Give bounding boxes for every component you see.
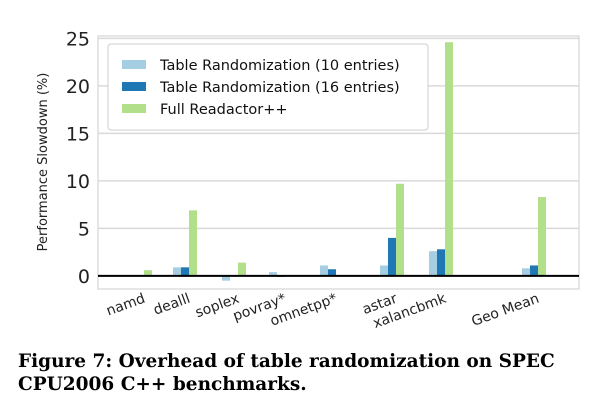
legend: Table Randomization (10 entries) Table Ra…: [107, 43, 429, 131]
y-tick-label: 5: [78, 218, 90, 240]
bar-geo-mean-s3: [538, 197, 546, 276]
bar-xalancbmk-s2: [437, 249, 445, 276]
bar-dealll-s1: [173, 267, 181, 276]
legend-label: Table Randomization (16 entries): [159, 80, 400, 96]
bar-geo-mean-s1: [522, 268, 530, 276]
y-tick-label: 0: [78, 266, 90, 288]
legend-swatch: [122, 82, 146, 91]
figure-caption: Figure 7: Overhead of table randomizatio…: [18, 350, 608, 396]
y-tick-label: 15: [66, 123, 90, 145]
bar-xalancbmk-s3: [445, 42, 453, 276]
bars: [144, 42, 546, 281]
caption-line-1: Figure 7: Overhead of table randomizatio…: [18, 351, 555, 372]
bar-dealll-s3: [189, 210, 197, 276]
bar-xalancbmk-s1: [429, 251, 437, 276]
legend-swatch: [122, 104, 146, 113]
grid-lines: [98, 37, 579, 230]
bar-soplex-s1: [222, 275, 230, 281]
bar-dealll-s2: [181, 267, 189, 276]
bar-omnetpp--s1: [320, 265, 328, 276]
bar-astar-s3: [396, 183, 404, 276]
legend-swatch: [122, 60, 146, 69]
bar-geo-mean-s2: [530, 265, 538, 276]
bar-astar-s2: [388, 237, 396, 276]
y-tick-label: 10: [66, 171, 90, 193]
x-tick-label: namd: [104, 291, 147, 320]
legend-label: Table Randomization (10 entries): [159, 58, 400, 74]
legend-box: [107, 43, 429, 131]
y-tick-label: 20: [66, 76, 90, 98]
y-tick-labels: 0 5 10 15 20 25: [66, 28, 90, 288]
bar-chart: 0 5 10 15 20 25 namd dealll soplexpovray*omnetp…: [36, 28, 580, 332]
y-tick-label: 25: [66, 28, 90, 50]
caption-line-2: CPU2006 C++ benchmarks.: [18, 374, 307, 395]
bar-povray--s1: [269, 272, 277, 276]
x-tick-label: dealll: [151, 291, 192, 319]
bar-omnetpp--s2: [328, 269, 336, 276]
bar-namd-s3: [144, 270, 152, 276]
bar-astar-s1: [380, 265, 388, 276]
y-axis-label: Performance Slowdown (%): [36, 73, 51, 252]
legend-label: Full Readactor++: [160, 102, 288, 118]
bar-soplex-s3: [238, 262, 246, 276]
x-tick-label: Geo Mean: [470, 291, 542, 330]
